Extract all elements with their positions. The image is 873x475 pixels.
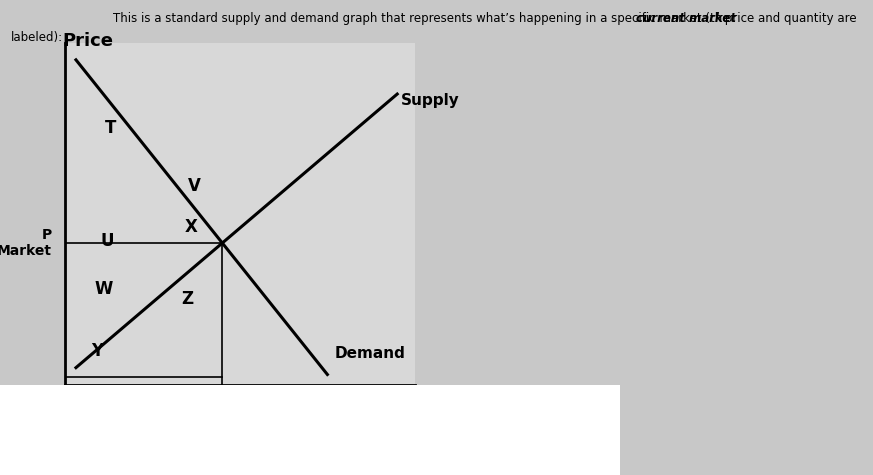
Text: U: U [100, 232, 114, 250]
Text: T: T [105, 119, 117, 137]
Text: Price: Price [63, 32, 113, 50]
Text: price and quantity are: price and quantity are [721, 12, 856, 25]
Text: This is a standard supply and demand graph that represents what’s happening in a: This is a standard supply and demand gra… [113, 12, 733, 25]
Text: Quantity: Quantity [308, 422, 395, 440]
Text: Z: Z [182, 290, 194, 308]
Text: Supply: Supply [401, 94, 459, 108]
Text: W: W [94, 280, 113, 298]
Text: X: X [185, 218, 197, 237]
Text: Y: Y [91, 342, 103, 360]
Text: V: V [189, 177, 201, 195]
Text: Demand: Demand [334, 346, 405, 361]
Text: current market: current market [636, 12, 736, 25]
Text: Q
Market: Q Market [195, 422, 250, 453]
Text: labeled):: labeled): [11, 31, 64, 44]
Text: P
Market: P Market [0, 228, 52, 258]
